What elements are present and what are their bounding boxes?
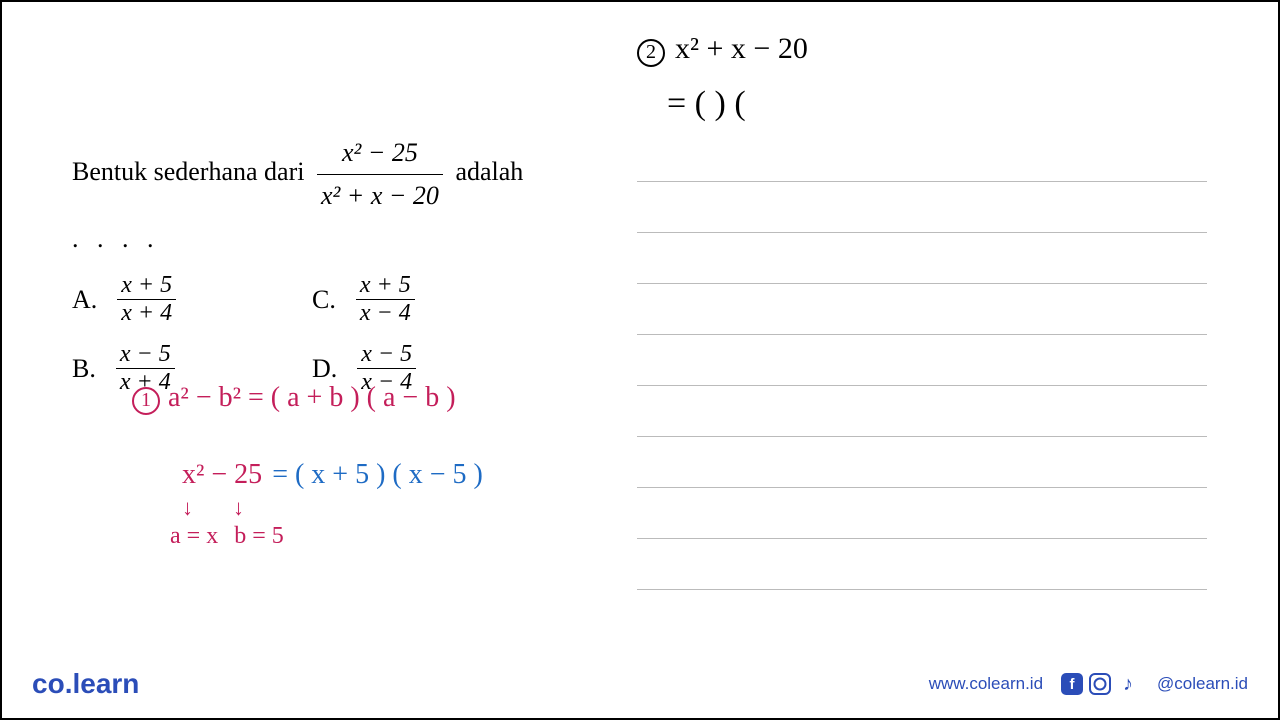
footer: co.learn www.colearn.id f ♪ @colearn.id xyxy=(32,668,1248,700)
option-b-num: x − 5 xyxy=(116,341,175,369)
hw-step2: x² − 25 = ( x + 5 ) ( x − 5 ) xyxy=(182,459,483,491)
brand-logo: co.learn xyxy=(32,668,139,700)
hw-step2-left: x² − 25 xyxy=(182,459,262,491)
circled-2: 2 xyxy=(637,39,665,67)
option-c-fraction: x + 5 x − 4 xyxy=(356,272,415,327)
option-b-label: B. xyxy=(72,354,96,384)
option-a-num: x + 5 xyxy=(117,272,176,300)
hw-sub1: a = x xyxy=(170,523,218,550)
arrow-1: ↓ xyxy=(182,495,193,521)
options-grid: A. x + 5 x + 4 C. x + 5 x − 4 B. x − 5 x… xyxy=(72,272,612,396)
hw-formula-1: a² − b² = ( a + b ) ( a − b ) xyxy=(168,382,456,414)
tiktok-icon: ♪ xyxy=(1117,673,1139,695)
ruled-line xyxy=(637,131,1207,182)
footer-handle: @colearn.id xyxy=(1157,674,1248,694)
option-a-fraction: x + 5 x + 4 xyxy=(117,272,176,327)
ruled-line xyxy=(637,386,1207,437)
hw-step2-right: = ( x + 5 ) ( x − 5 ) xyxy=(272,459,483,491)
option-a-den: x + 4 xyxy=(117,300,176,327)
facebook-icon: f xyxy=(1061,673,1083,695)
ruled-line xyxy=(637,335,1207,386)
option-c-label: C. xyxy=(312,285,336,315)
option-d-label: D. xyxy=(312,354,337,384)
logo-learn: learn xyxy=(72,668,139,699)
ruled-line xyxy=(637,539,1207,590)
logo-co: co xyxy=(32,668,65,699)
ruled-line xyxy=(637,284,1207,335)
question-text: Bentuk sederhana dari x² − 25 x² + x − 2… xyxy=(72,132,612,216)
hw-step1: 1 a² − b² = ( a + b ) ( a − b ) xyxy=(132,382,483,415)
handwriting-left: 1 a² − b² = ( a + b ) ( a − b ) x² − 25 … xyxy=(132,382,483,550)
hw-right-line1: 2 x² + x − 20 xyxy=(637,32,1207,67)
right-panel: 2 x² + x − 20 = ( ) ( xyxy=(637,32,1207,590)
question-denominator: x² + x − 20 xyxy=(317,175,443,217)
hw-sub2: b = 5 xyxy=(234,523,284,550)
circled-1: 1 xyxy=(132,387,160,415)
question-prefix: Bentuk sederhana dari xyxy=(72,157,304,186)
question-suffix: adalah xyxy=(455,157,523,186)
social-icons: f ♪ xyxy=(1061,673,1139,695)
ruled-line xyxy=(637,233,1207,284)
footer-url: www.colearn.id xyxy=(929,674,1043,694)
hw-right-line2: = ( ) ( xyxy=(667,85,1207,123)
ruled-line xyxy=(637,488,1207,539)
option-a-label: A. xyxy=(72,285,97,315)
question-fraction: x² − 25 x² + x − 20 xyxy=(317,132,443,216)
option-c-num: x + 5 xyxy=(356,272,415,300)
ruled-line xyxy=(637,182,1207,233)
question-dots: . . . . xyxy=(72,224,612,254)
question-block: Bentuk sederhana dari x² − 25 x² + x − 2… xyxy=(72,132,612,396)
hw-right-expr: x² + x − 20 xyxy=(675,32,808,66)
hw-substitution: a = x b = 5 xyxy=(170,523,483,550)
option-c: C. x + 5 x − 4 xyxy=(312,272,552,327)
hw-arrows: ↓ ↓ xyxy=(182,495,483,521)
handwriting-right: 2 x² + x − 20 = ( ) ( xyxy=(637,32,1207,123)
footer-right: www.colearn.id f ♪ @colearn.id xyxy=(929,673,1248,695)
arrow-2: ↓ xyxy=(233,495,244,521)
option-d-num: x − 5 xyxy=(357,341,416,369)
ruled-line xyxy=(637,437,1207,488)
option-a: A. x + 5 x + 4 xyxy=(72,272,312,327)
question-numerator: x² − 25 xyxy=(317,132,443,175)
instagram-icon xyxy=(1089,673,1111,695)
ruled-lines xyxy=(637,131,1207,590)
option-c-den: x − 4 xyxy=(356,300,415,327)
